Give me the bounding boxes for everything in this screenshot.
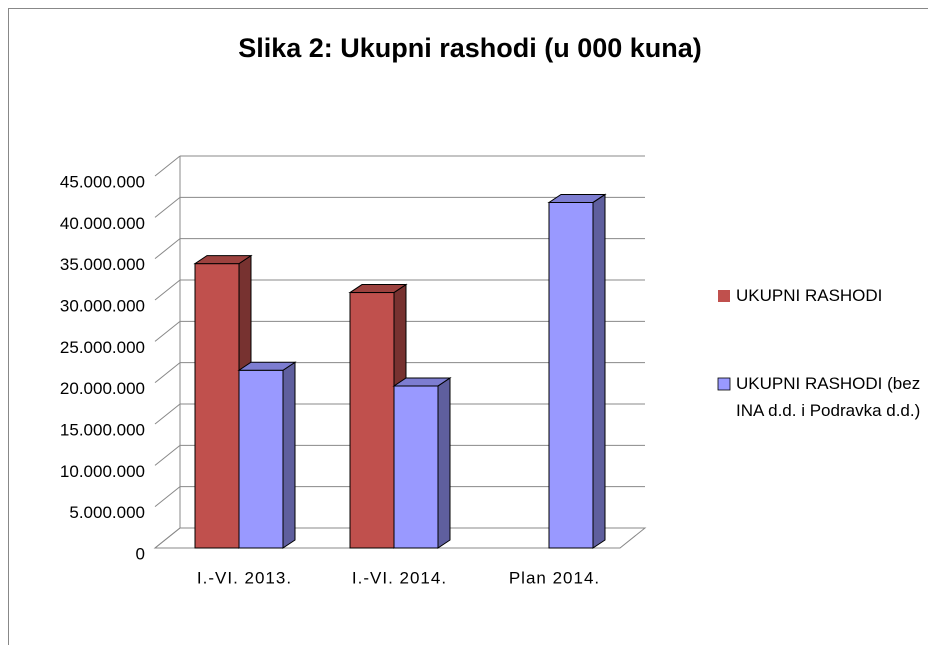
bar-top xyxy=(237,361,297,371)
y-tick-label: 15.000.000 xyxy=(60,420,145,439)
bar xyxy=(547,193,607,549)
grid-line-side xyxy=(154,527,181,549)
y-tick-label: 35.000.000 xyxy=(60,255,145,274)
bar-front xyxy=(548,201,594,549)
legend-swatch xyxy=(718,290,730,302)
y-tick-label: 30.000.000 xyxy=(60,296,145,315)
x-tick-label: I.-VI. 2014. xyxy=(352,568,447,587)
bar-side xyxy=(592,193,606,549)
y-tick-label: 25.000.000 xyxy=(60,338,145,357)
y-tick-label: 20.000.000 xyxy=(60,379,145,398)
x-tick-label: I.-VI. 2013. xyxy=(197,568,292,587)
bar xyxy=(237,361,297,549)
x-tick-label: Plan 2014. xyxy=(509,568,600,587)
y-tick-label: 40.000.000 xyxy=(60,214,145,233)
grid-line-side xyxy=(154,279,181,301)
bar-front xyxy=(393,385,439,549)
grid-line-side xyxy=(154,196,181,218)
bar-top xyxy=(547,193,607,203)
frame xyxy=(8,8,928,645)
grid-line-side xyxy=(154,238,181,260)
grid-line-side xyxy=(154,155,181,177)
y-tick-label: 45.000.000 xyxy=(60,172,145,191)
bar-side xyxy=(437,377,451,549)
grid-line-side xyxy=(154,403,181,425)
chart-title: Slika 2: Ukupni rashodi (u 000 kuna) xyxy=(238,33,702,63)
y-tick-label: 10.000.000 xyxy=(60,462,145,481)
grid-line-side xyxy=(154,362,181,384)
bar-front xyxy=(194,263,240,549)
grid-line-side xyxy=(154,320,181,342)
bar-top xyxy=(392,377,452,387)
bar-side xyxy=(282,361,296,549)
bar-top xyxy=(348,284,408,294)
y-tick-label: 0 xyxy=(136,544,145,563)
y-tick-label: 5.000.000 xyxy=(69,503,145,522)
bar-front xyxy=(349,292,395,549)
legend-label: UKUPNI RASHODI (bez INA d.d. i Podravka … xyxy=(736,374,921,420)
bar-top xyxy=(193,255,253,265)
bar-front xyxy=(238,369,284,549)
grid-line-side xyxy=(154,444,181,466)
bar xyxy=(392,377,452,549)
grid-line-side xyxy=(154,486,181,508)
legend-label: UKUPNI RASHODI xyxy=(736,286,883,305)
legend-swatch xyxy=(717,377,731,391)
